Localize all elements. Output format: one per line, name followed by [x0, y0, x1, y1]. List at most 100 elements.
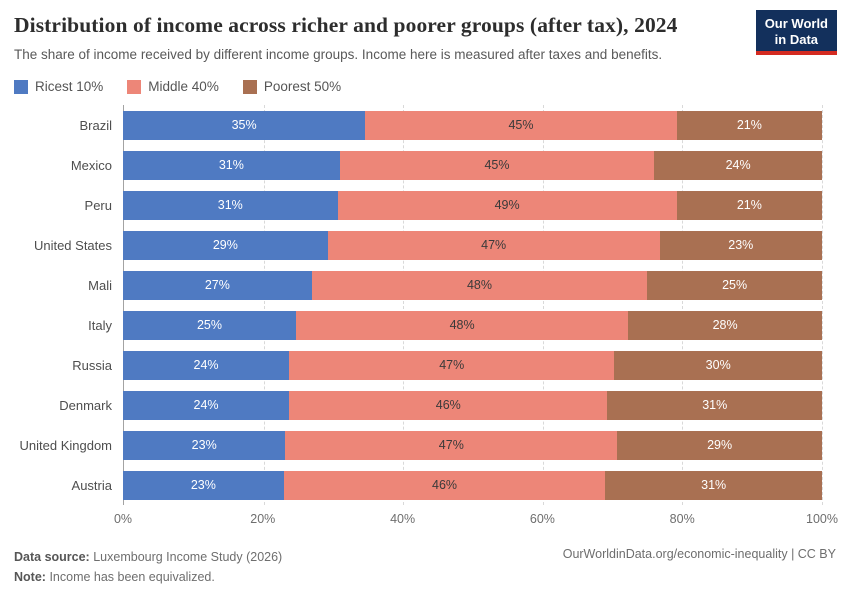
- bar-value-label: 31%: [702, 398, 728, 412]
- bar-value-label: 21%: [736, 118, 762, 132]
- country-label: Mali: [88, 277, 112, 293]
- bar-segment: 24%: [654, 150, 822, 180]
- footer-source: Data source: Luxembourg Income Study (20…: [14, 547, 282, 568]
- bar-value-label: 35%: [231, 118, 257, 132]
- chart-row: Peru 31% 49% 21%: [0, 185, 850, 225]
- bar-segment: 48%: [296, 310, 629, 340]
- bar-value-label: 47%: [481, 238, 507, 252]
- stacked-bar: 35% 45% 21%: [123, 110, 823, 140]
- bar-segment: 47%: [327, 230, 660, 260]
- country-label: United States: [33, 237, 112, 253]
- bar-segment: 21%: [676, 190, 823, 220]
- footer-note: Note: Income has been equivalized.: [14, 567, 282, 588]
- bar-value-label: 31%: [218, 158, 244, 172]
- bar-value-label: 24%: [193, 358, 219, 372]
- header: Distribution of income across richer and…: [0, 0, 850, 62]
- chart-row: Russia 24% 47% 30%: [0, 345, 850, 385]
- bar-segment: 29%: [123, 230, 328, 260]
- bar-segment: 47%: [285, 430, 618, 460]
- stacked-bar: 25% 48% 28%: [123, 310, 822, 340]
- country-label: Peru: [84, 197, 112, 213]
- bar-value-label: 46%: [432, 478, 458, 492]
- bar-segment: 45%: [339, 150, 655, 180]
- footer-source-text: Luxembourg Income Study (2026): [93, 549, 283, 564]
- bar-segment: 29%: [617, 430, 822, 460]
- country-label: Denmark: [59, 397, 112, 413]
- bar-segment: 31%: [607, 390, 822, 420]
- footer: Data source: Luxembourg Income Study (20…: [14, 547, 836, 588]
- legend-item-middle-40: Middle 40%: [127, 79, 219, 94]
- bar-value-label: 28%: [712, 318, 738, 332]
- footer-note-text: Income has been equivalized.: [49, 570, 215, 585]
- bar-value-label: 30%: [705, 358, 731, 372]
- owid-logo: Our World in Data: [755, 10, 837, 56]
- bar-segment: 25%: [647, 270, 822, 300]
- x-axis-tick: 0%: [113, 512, 133, 526]
- stacked-bar-chart: Brazil 35% 45% 21% Mexico 31% 45% 24% Peru 31% 49%…: [0, 105, 850, 531]
- bar-value-label: 21%: [736, 198, 762, 212]
- bar-value-label: 45%: [508, 118, 534, 132]
- legend-item-poorest-50: Poorest 50%: [242, 79, 341, 94]
- bar-value-label: 23%: [191, 438, 217, 452]
- bar-value-label: 46%: [435, 398, 461, 412]
- bar-segment: 24%: [123, 390, 290, 420]
- footer-note-label: Note:: [14, 570, 46, 585]
- stacked-bar: 24% 47% 30%: [123, 350, 822, 380]
- bar-segment: 27%: [123, 270, 312, 300]
- bar-value-label: 47%: [439, 358, 465, 372]
- bar-segment: 24%: [123, 350, 290, 380]
- x-axis: 0% 20% 40% 60% 80% 100%: [114, 505, 838, 531]
- country-label: United Kingdom: [19, 437, 113, 453]
- bar-value-label: 48%: [466, 278, 492, 292]
- chart-row: United Kingdom 23% 47% 29%: [0, 425, 850, 465]
- stacked-bar: 24% 46% 31%: [123, 390, 822, 420]
- x-axis-tick: 60%: [529, 512, 555, 526]
- gridline: [263, 105, 265, 505]
- legend-swatch-icon: [242, 79, 257, 94]
- country-label: Mexico: [70, 157, 112, 173]
- chart-row: United States 29% 47% 23%: [0, 225, 850, 265]
- bar-segment: 23%: [659, 230, 822, 260]
- country-label: Italy: [88, 317, 112, 333]
- owid-logo-line2: in Data: [774, 31, 819, 47]
- bar-segment: 23%: [123, 430, 286, 460]
- gridline: [682, 105, 684, 505]
- bar-segment: 49%: [337, 190, 677, 220]
- bar-segment: 23%: [123, 470, 284, 500]
- bar-segment: 30%: [614, 350, 822, 380]
- bar-value-label: 47%: [438, 438, 464, 452]
- bar-segment: 28%: [628, 310, 822, 340]
- footer-link[interactable]: OurWorldinData.org/economic-inequality |…: [562, 546, 836, 561]
- page-subtitle: The share of income received by differen…: [14, 47, 663, 62]
- chart-row: Mali 27% 48% 25%: [0, 265, 850, 305]
- bar-value-label: 29%: [212, 238, 238, 252]
- bar-value-label: 45%: [484, 158, 510, 172]
- bar-segment: 31%: [123, 150, 340, 180]
- chart-row: Austria 23% 46% 31%: [0, 465, 850, 505]
- country-label: Russia: [72, 357, 112, 373]
- x-axis-tick: 20%: [250, 512, 276, 526]
- bar-value-label: 48%: [449, 318, 475, 332]
- chart-row: Denmark 24% 46% 31%: [0, 385, 850, 425]
- stacked-bar: 29% 47% 23%: [123, 230, 822, 260]
- owid-logo-line1: Our World: [764, 16, 828, 31]
- bar-segment: 46%: [289, 390, 608, 420]
- x-axis-tick: 40%: [390, 512, 416, 526]
- bar-value-label: 29%: [707, 438, 733, 452]
- bar-value-label: 25%: [722, 278, 748, 292]
- x-axis-tick: 80%: [669, 512, 695, 526]
- chart-row: Mexico 31% 45% 24%: [0, 145, 850, 185]
- bar-value-label: 31%: [217, 198, 243, 212]
- bar-segment: 47%: [289, 350, 615, 380]
- stacked-bar: 23% 47% 29%: [123, 430, 822, 460]
- bar-value-label: 25%: [196, 318, 223, 332]
- bar-value-label: 24%: [725, 158, 751, 172]
- legend-label: Middle 40%: [148, 79, 219, 94]
- bar-value-label: 23%: [728, 238, 754, 252]
- bar-value-label: 24%: [193, 398, 219, 412]
- legend-label: Ricest 10%: [35, 79, 104, 94]
- bar-value-label: 49%: [494, 198, 520, 212]
- bar-value-label: 31%: [701, 478, 727, 492]
- stacked-bar: 27% 48% 25%: [123, 270, 822, 300]
- plot-rows: Brazil 35% 45% 21% Mexico 31% 45% 24% Peru 31% 49%…: [0, 105, 850, 505]
